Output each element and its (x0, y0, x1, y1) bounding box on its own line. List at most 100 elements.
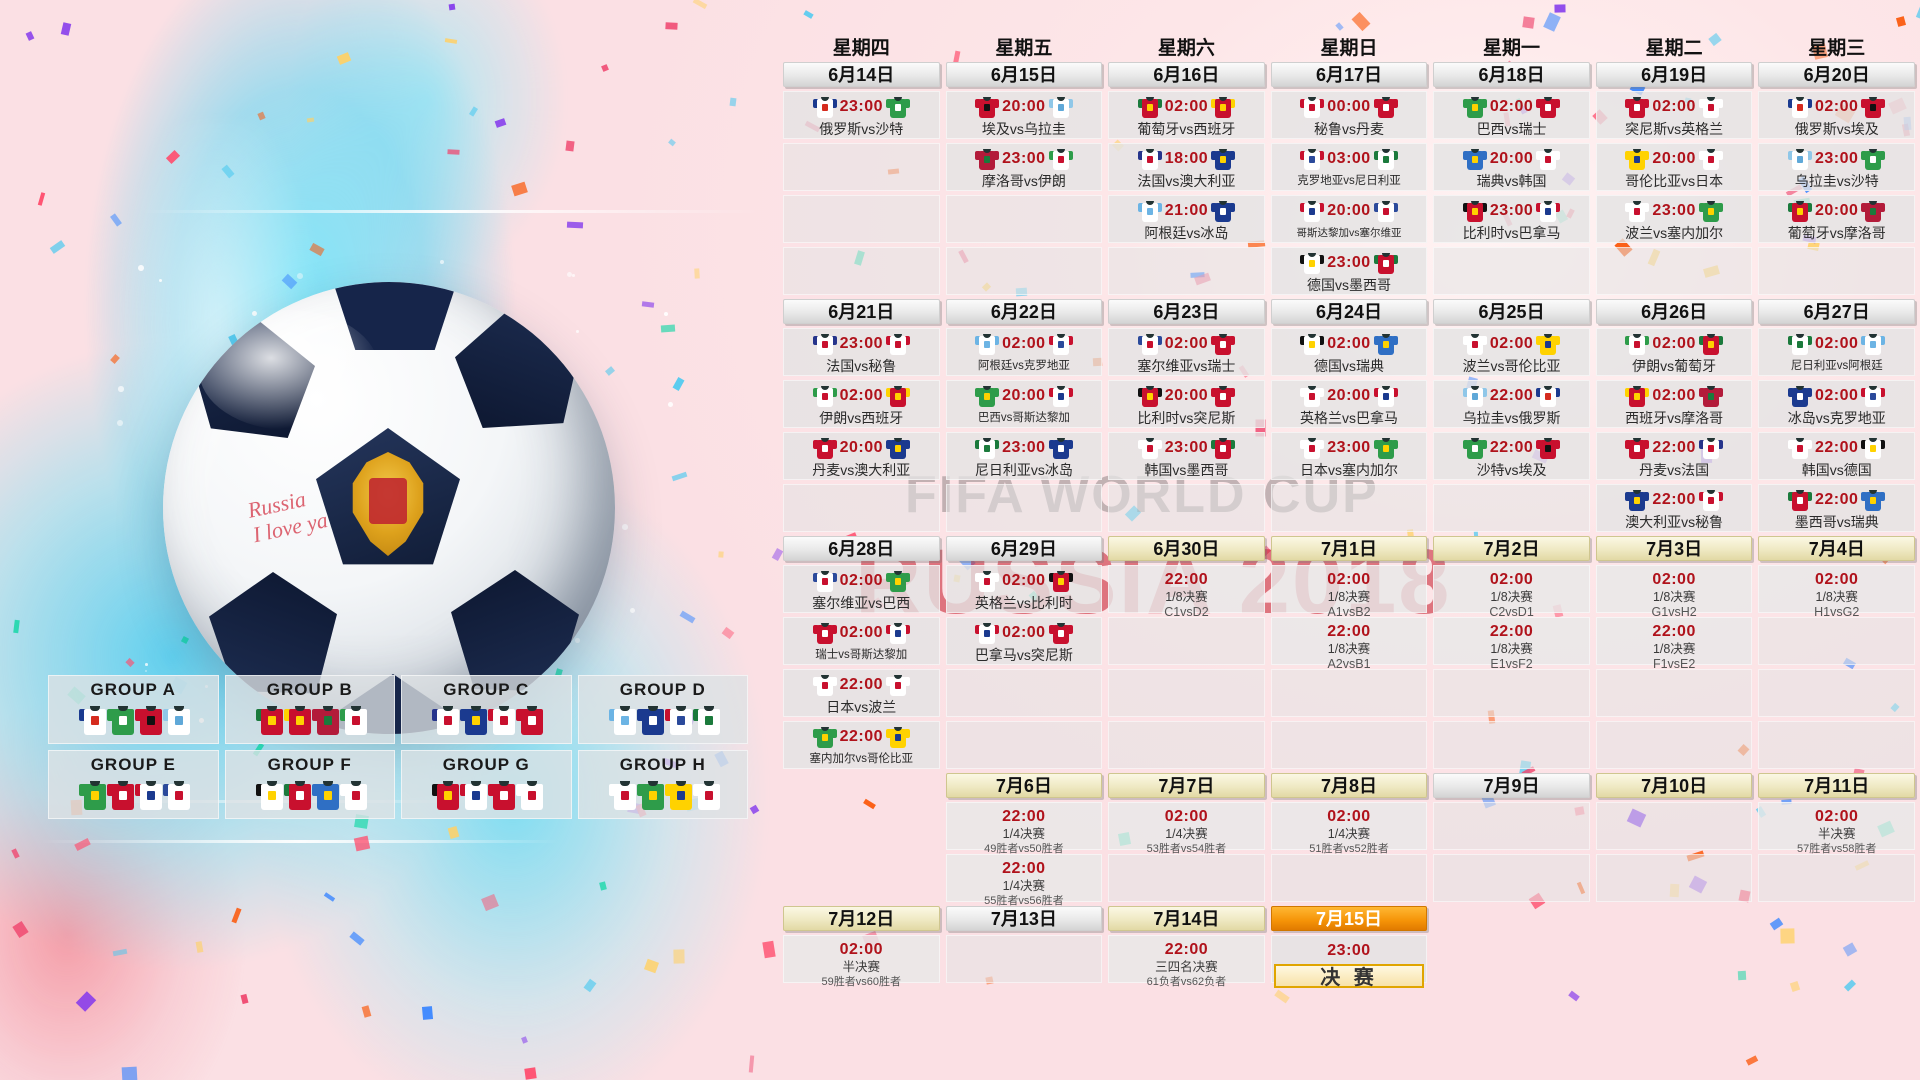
match-cell[interactable]: 02:00 突尼斯vs英格兰 (1595, 91, 1753, 139)
match-cell[interactable]: 03:00 克罗地亚vs尼日利亚 (1270, 143, 1428, 191)
date-cell[interactable]: 6月22日 (945, 299, 1103, 324)
date-cell[interactable]: 6月15日 (945, 62, 1103, 87)
match-cell[interactable]: 02:00 西班牙vs摩洛哥 (1595, 380, 1753, 428)
match-cell[interactable]: 23:00 摩洛哥vs伊朗 (945, 143, 1103, 191)
match-cell[interactable]: 02:00 巴拿马vs突尼斯 (945, 617, 1103, 665)
match-cell[interactable]: 22:00 乌拉圭vs俄罗斯 (1433, 380, 1590, 428)
knockout-match-cell[interactable]: 02:00 1/4决赛 53胜者vs54胜者 (1108, 802, 1265, 855)
match-cell[interactable]: 02:00 伊朗vs葡萄牙 (1595, 328, 1753, 376)
date-cell[interactable]: 6月19日 (1595, 62, 1753, 87)
date-cell[interactable]: 6月24日 (1270, 299, 1428, 324)
match-cell[interactable]: 02:00 塞尔维亚vs瑞士 (1108, 328, 1265, 376)
knockout-match-cell[interactable]: 02:00 半决赛 59胜者vs60胜者 (783, 935, 940, 988)
date-cell[interactable]: 7月2日 (1433, 536, 1590, 561)
match-cell[interactable]: 23:00 波兰vs塞内加尔 (1595, 195, 1753, 243)
date-cell[interactable]: 7月7日 (1108, 773, 1265, 798)
match-cell[interactable]: 00:00 秘鲁vs丹麦 (1270, 91, 1428, 139)
group-card[interactable]: GROUP D (577, 675, 748, 744)
match-cell[interactable]: 20:00 比利时vs突尼斯 (1108, 380, 1265, 428)
match-cell[interactable]: 22:00 韩国vs德国 (1758, 432, 1915, 480)
knockout-match-cell[interactable]: 22:00 三四名决赛 61负者vs62负者 (1108, 935, 1265, 988)
date-cell[interactable]: 7月1日 (1270, 536, 1428, 561)
group-card[interactable]: GROUP B (224, 675, 395, 744)
date-cell[interactable]: 7月4日 (1758, 536, 1915, 561)
date-cell[interactable]: 6月25日 (1433, 299, 1590, 324)
match-cell[interactable]: 02:00 阿根廷vs克罗地亚 (945, 328, 1103, 376)
match-cell[interactable]: 22:00 塞内加尔vs哥伦比亚 (783, 721, 940, 769)
date-cell[interactable]: 7月3日 (1595, 536, 1753, 561)
match-cell[interactable]: 22:00 日本vs波兰 (783, 669, 940, 717)
match-cell[interactable]: 23:00 法国vs秘鲁 (783, 328, 940, 376)
knockout-match-cell[interactable]: 22:00 1/8决赛 C1vsD2 (1108, 565, 1265, 619)
match-cell[interactable]: 20:00 葡萄牙vs摩洛哥 (1758, 195, 1915, 243)
match-cell[interactable]: 02:00 瑞士vs哥斯达黎加 (783, 617, 940, 665)
date-cell[interactable]: 6月30日 (1108, 536, 1265, 561)
match-cell[interactable]: 22:00 墨西哥vs瑞典 (1758, 484, 1915, 532)
date-cell[interactable]: 6月28日 (783, 536, 940, 561)
match-cell[interactable]: 18:00 法国vs澳大利亚 (1108, 143, 1265, 191)
match-cell[interactable]: 02:00 伊朗vs西班牙 (783, 380, 940, 428)
match-cell[interactable]: 02:00 尼日利亚vs阿根廷 (1758, 328, 1915, 376)
group-card[interactable]: GROUP F (224, 750, 395, 819)
date-cell[interactable]: 6月23日 (1108, 299, 1265, 324)
match-cell[interactable]: 21:00 阿根廷vs冰岛 (1108, 195, 1265, 243)
date-cell[interactable]: 6月17日 (1270, 62, 1428, 87)
date-cell[interactable]: 7月10日 (1595, 773, 1753, 798)
group-card[interactable]: GROUP A (48, 675, 219, 744)
match-cell[interactable]: 22:00 丹麦vs法国 (1595, 432, 1753, 480)
group-card[interactable]: GROUP G (401, 750, 572, 819)
match-cell[interactable]: 20:00 哥伦比亚vs日本 (1595, 143, 1753, 191)
date-cell[interactable]: 7月9日 (1433, 773, 1590, 798)
date-cell[interactable]: 6月18日 (1433, 62, 1590, 87)
knockout-match-cell[interactable]: 02:00 1/8决赛 G1vsH2 (1595, 565, 1753, 619)
date-cell[interactable]: 7月6日 (945, 773, 1103, 798)
match-cell[interactable]: 23:00 德国vs墨西哥 (1270, 247, 1428, 295)
date-cell[interactable]: 6月27日 (1758, 299, 1915, 324)
knockout-match-cell[interactable]: 02:00 半决赛 57胜者vs58胜者 (1758, 802, 1915, 855)
knockout-match-cell[interactable]: 22:00 1/8决赛 F1vsE2 (1595, 617, 1753, 671)
match-cell[interactable]: 20:00 英格兰vs巴拿马 (1270, 380, 1428, 428)
match-cell[interactable]: 20:00 埃及vs乌拉圭 (945, 91, 1103, 139)
group-card[interactable]: GROUP E (48, 750, 219, 819)
match-cell[interactable]: 23:00 俄罗斯vs沙特 (783, 91, 940, 139)
date-cell[interactable]: 6月21日 (783, 299, 940, 324)
match-cell[interactable]: 22:00 澳大利亚vs秘鲁 (1595, 484, 1753, 532)
knockout-match-cell[interactable]: 22:00 1/8决赛 A2vsB1 (1270, 617, 1428, 671)
knockout-match-cell[interactable]: 02:00 1/8决赛 C2vsD1 (1433, 565, 1590, 619)
match-cell[interactable]: 02:00 葡萄牙vs西班牙 (1108, 91, 1265, 139)
date-cell[interactable]: 6月29日 (945, 536, 1103, 561)
date-cell[interactable]: 7月12日 (783, 906, 940, 931)
knockout-match-cell[interactable]: 22:00 1/4决赛 49胜者vs50胜者 (945, 802, 1103, 855)
match-cell[interactable]: 23:00 韩国vs墨西哥 (1108, 432, 1265, 480)
date-cell[interactable]: 7月13日 (945, 906, 1103, 931)
date-cell[interactable]: 7月8日 (1270, 773, 1428, 798)
date-cell[interactable]: 6月20日 (1758, 62, 1915, 87)
match-cell[interactable]: 20:00 巴西vs哥斯达黎加 (945, 380, 1103, 428)
final-match-cell[interactable]: 23:00 决 赛 (1270, 935, 1428, 989)
match-cell[interactable]: 23:00 日本vs塞内加尔 (1270, 432, 1428, 480)
match-cell[interactable]: 02:00 德国vs瑞典 (1270, 328, 1428, 376)
match-cell[interactable]: 02:00 英格兰vs比利时 (945, 565, 1103, 613)
match-cell[interactable]: 22:00 沙特vs埃及 (1433, 432, 1590, 480)
match-cell[interactable]: 02:00 俄罗斯vs埃及 (1758, 91, 1915, 139)
match-cell[interactable]: 20:00 哥斯达黎加vs塞尔维亚 (1270, 195, 1428, 243)
match-cell[interactable]: 20:00 瑞典vs韩国 (1433, 143, 1590, 191)
knockout-match-cell[interactable]: 02:00 1/8决赛 A1vsB2 (1270, 565, 1428, 619)
knockout-match-cell[interactable]: 22:00 1/4决赛 55胜者vs56胜者 (945, 854, 1103, 907)
match-cell[interactable]: 23:00 尼日利亚vs冰岛 (945, 432, 1103, 480)
match-cell[interactable]: 23:00 乌拉圭vs沙特 (1758, 143, 1915, 191)
date-cell[interactable]: 6月16日 (1108, 62, 1265, 87)
group-card[interactable]: GROUP C (401, 675, 572, 744)
match-cell[interactable]: 23:00 比利时vs巴拿马 (1433, 195, 1590, 243)
match-cell[interactable]: 20:00 丹麦vs澳大利亚 (783, 432, 940, 480)
date-cell[interactable]: 7月15日 (1270, 906, 1428, 931)
date-cell[interactable]: 6月14日 (783, 62, 940, 87)
match-cell[interactable]: 02:00 波兰vs哥伦比亚 (1433, 328, 1590, 376)
match-cell[interactable]: 02:00 塞尔维亚vs巴西 (783, 565, 940, 613)
match-cell[interactable]: 02:00 巴西vs瑞士 (1433, 91, 1590, 139)
date-cell[interactable]: 7月11日 (1758, 773, 1915, 798)
knockout-match-cell[interactable]: 02:00 1/8决赛 H1vsG2 (1758, 565, 1915, 619)
knockout-match-cell[interactable]: 02:00 1/4决赛 51胜者vs52胜者 (1270, 802, 1428, 855)
date-cell[interactable]: 7月14日 (1108, 906, 1265, 931)
knockout-match-cell[interactable]: 22:00 1/8决赛 E1vsF2 (1433, 617, 1590, 671)
